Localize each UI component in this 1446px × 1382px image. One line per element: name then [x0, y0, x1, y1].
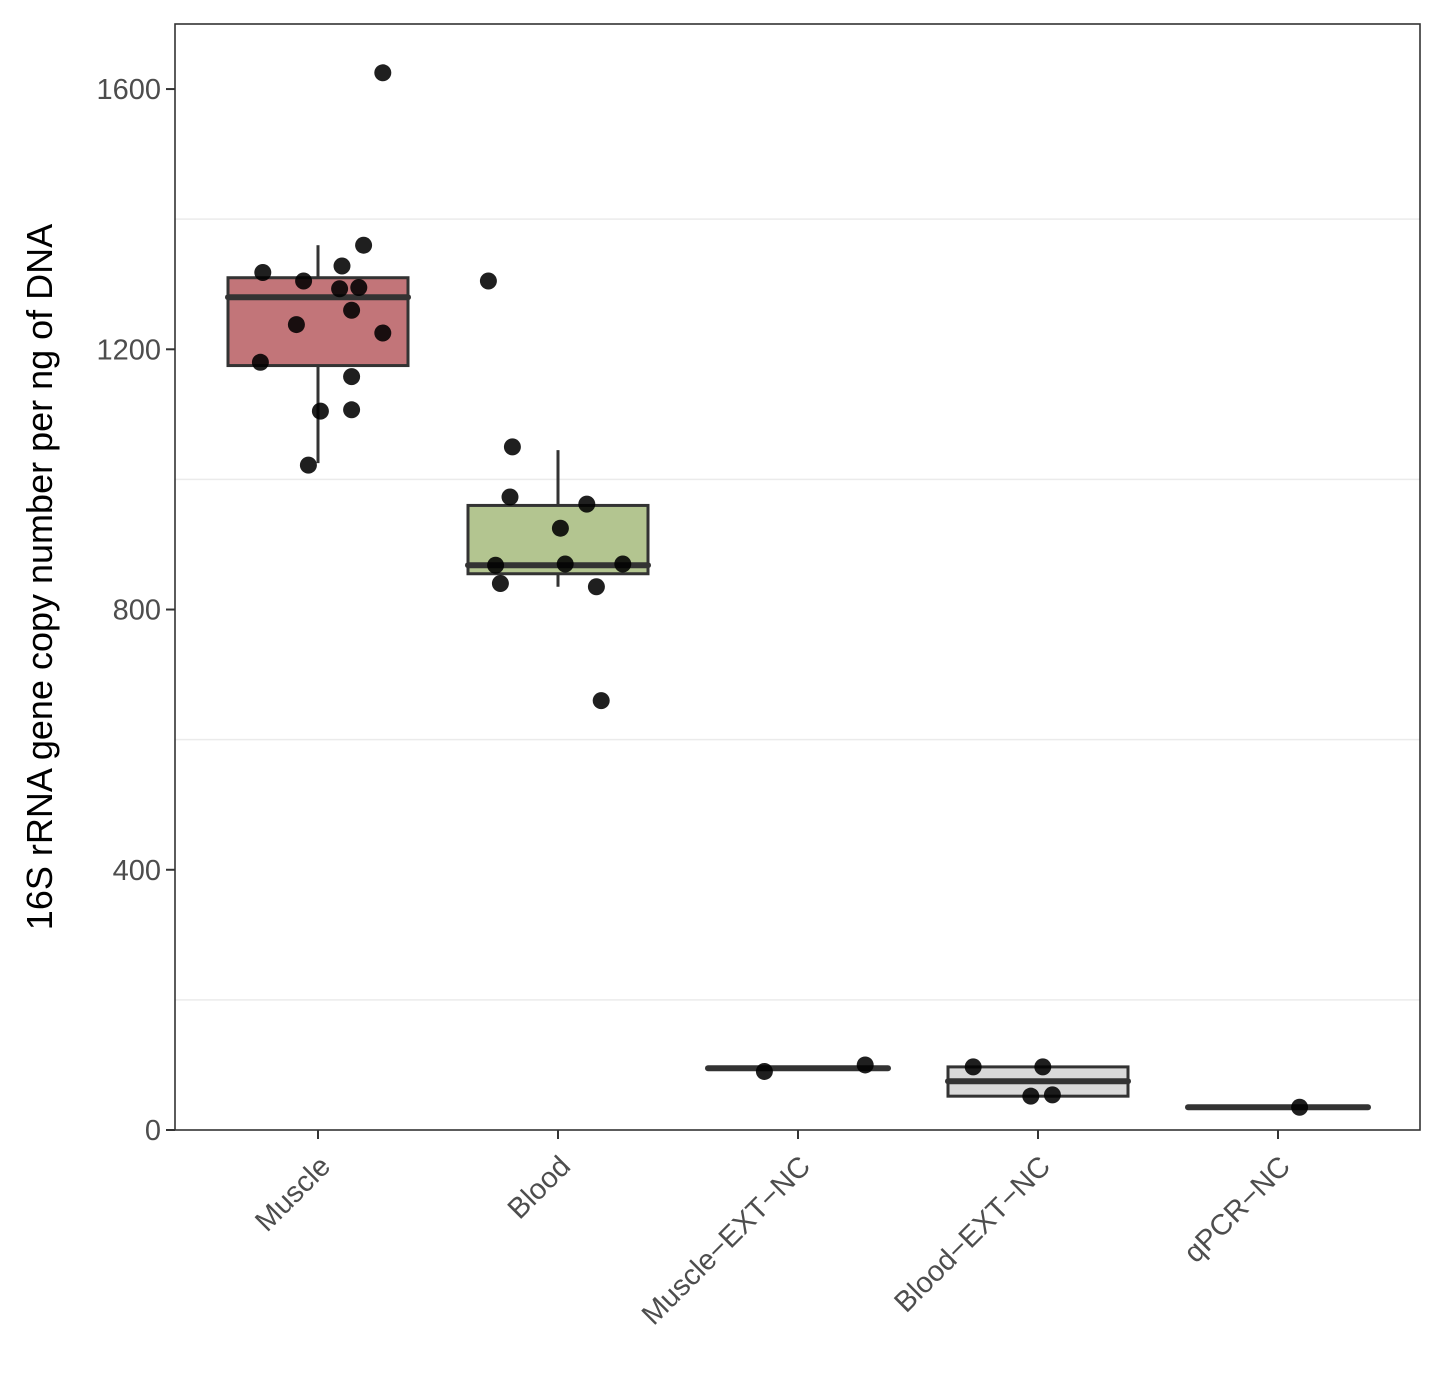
data-point	[551, 519, 569, 537]
data-point	[487, 556, 505, 574]
y-tick-label: 1200	[96, 334, 161, 366]
data-point	[556, 555, 574, 573]
data-point	[287, 316, 305, 334]
data-point	[592, 692, 610, 710]
data-point	[501, 488, 519, 506]
data-point	[311, 402, 329, 420]
box-4	[1185, 1104, 1371, 1111]
x-tick-label: Muscle−EXT−NC	[636, 1150, 817, 1331]
data-point	[1043, 1086, 1061, 1104]
box-0	[225, 245, 411, 464]
data-point	[350, 278, 368, 296]
data-point	[251, 353, 269, 371]
x-tick-label: Blood−EXT−NC	[888, 1150, 1057, 1319]
panel-border	[174, 23, 1421, 1131]
data-point	[587, 578, 605, 596]
data-point	[755, 1062, 773, 1080]
data-point	[503, 438, 521, 456]
x-tick-label: qPCR−NC	[1178, 1150, 1297, 1269]
y-tick-label: 800	[113, 595, 161, 627]
point-layer	[251, 64, 1309, 1116]
data-point	[343, 401, 361, 419]
box-body	[226, 276, 410, 368]
y-tick-label: 0	[145, 1115, 161, 1147]
data-point	[491, 575, 509, 593]
y-tick-label: 400	[113, 855, 161, 887]
data-point	[964, 1058, 982, 1076]
data-point	[295, 272, 313, 290]
data-point	[355, 236, 373, 254]
data-point	[479, 272, 497, 290]
data-point	[614, 555, 632, 573]
y-axis-title: 16S rRNA gene copy number per ng of DNA	[19, 224, 60, 930]
data-point	[1022, 1087, 1040, 1105]
data-point	[374, 64, 392, 82]
data-point	[333, 257, 351, 275]
x-tick-label: Blood	[502, 1150, 577, 1225]
data-point	[578, 495, 596, 513]
data-point	[1291, 1098, 1309, 1116]
data-point	[343, 368, 361, 386]
data-point	[856, 1056, 874, 1074]
data-point	[343, 301, 361, 319]
data-point	[299, 456, 317, 474]
box-layer	[225, 245, 1371, 1111]
y-tick-label: 1600	[96, 74, 161, 106]
data-point	[374, 324, 392, 342]
data-point	[254, 264, 272, 282]
axis-layer: 0 400 800 1200 1600 Muscle Blood Muscle−EXT−NC B…	[96, 74, 1296, 1331]
grid-layer	[175, 218, 1420, 1001]
data-point	[331, 280, 349, 298]
data-point	[1034, 1058, 1052, 1076]
x-tick-label: Muscle	[249, 1150, 337, 1238]
